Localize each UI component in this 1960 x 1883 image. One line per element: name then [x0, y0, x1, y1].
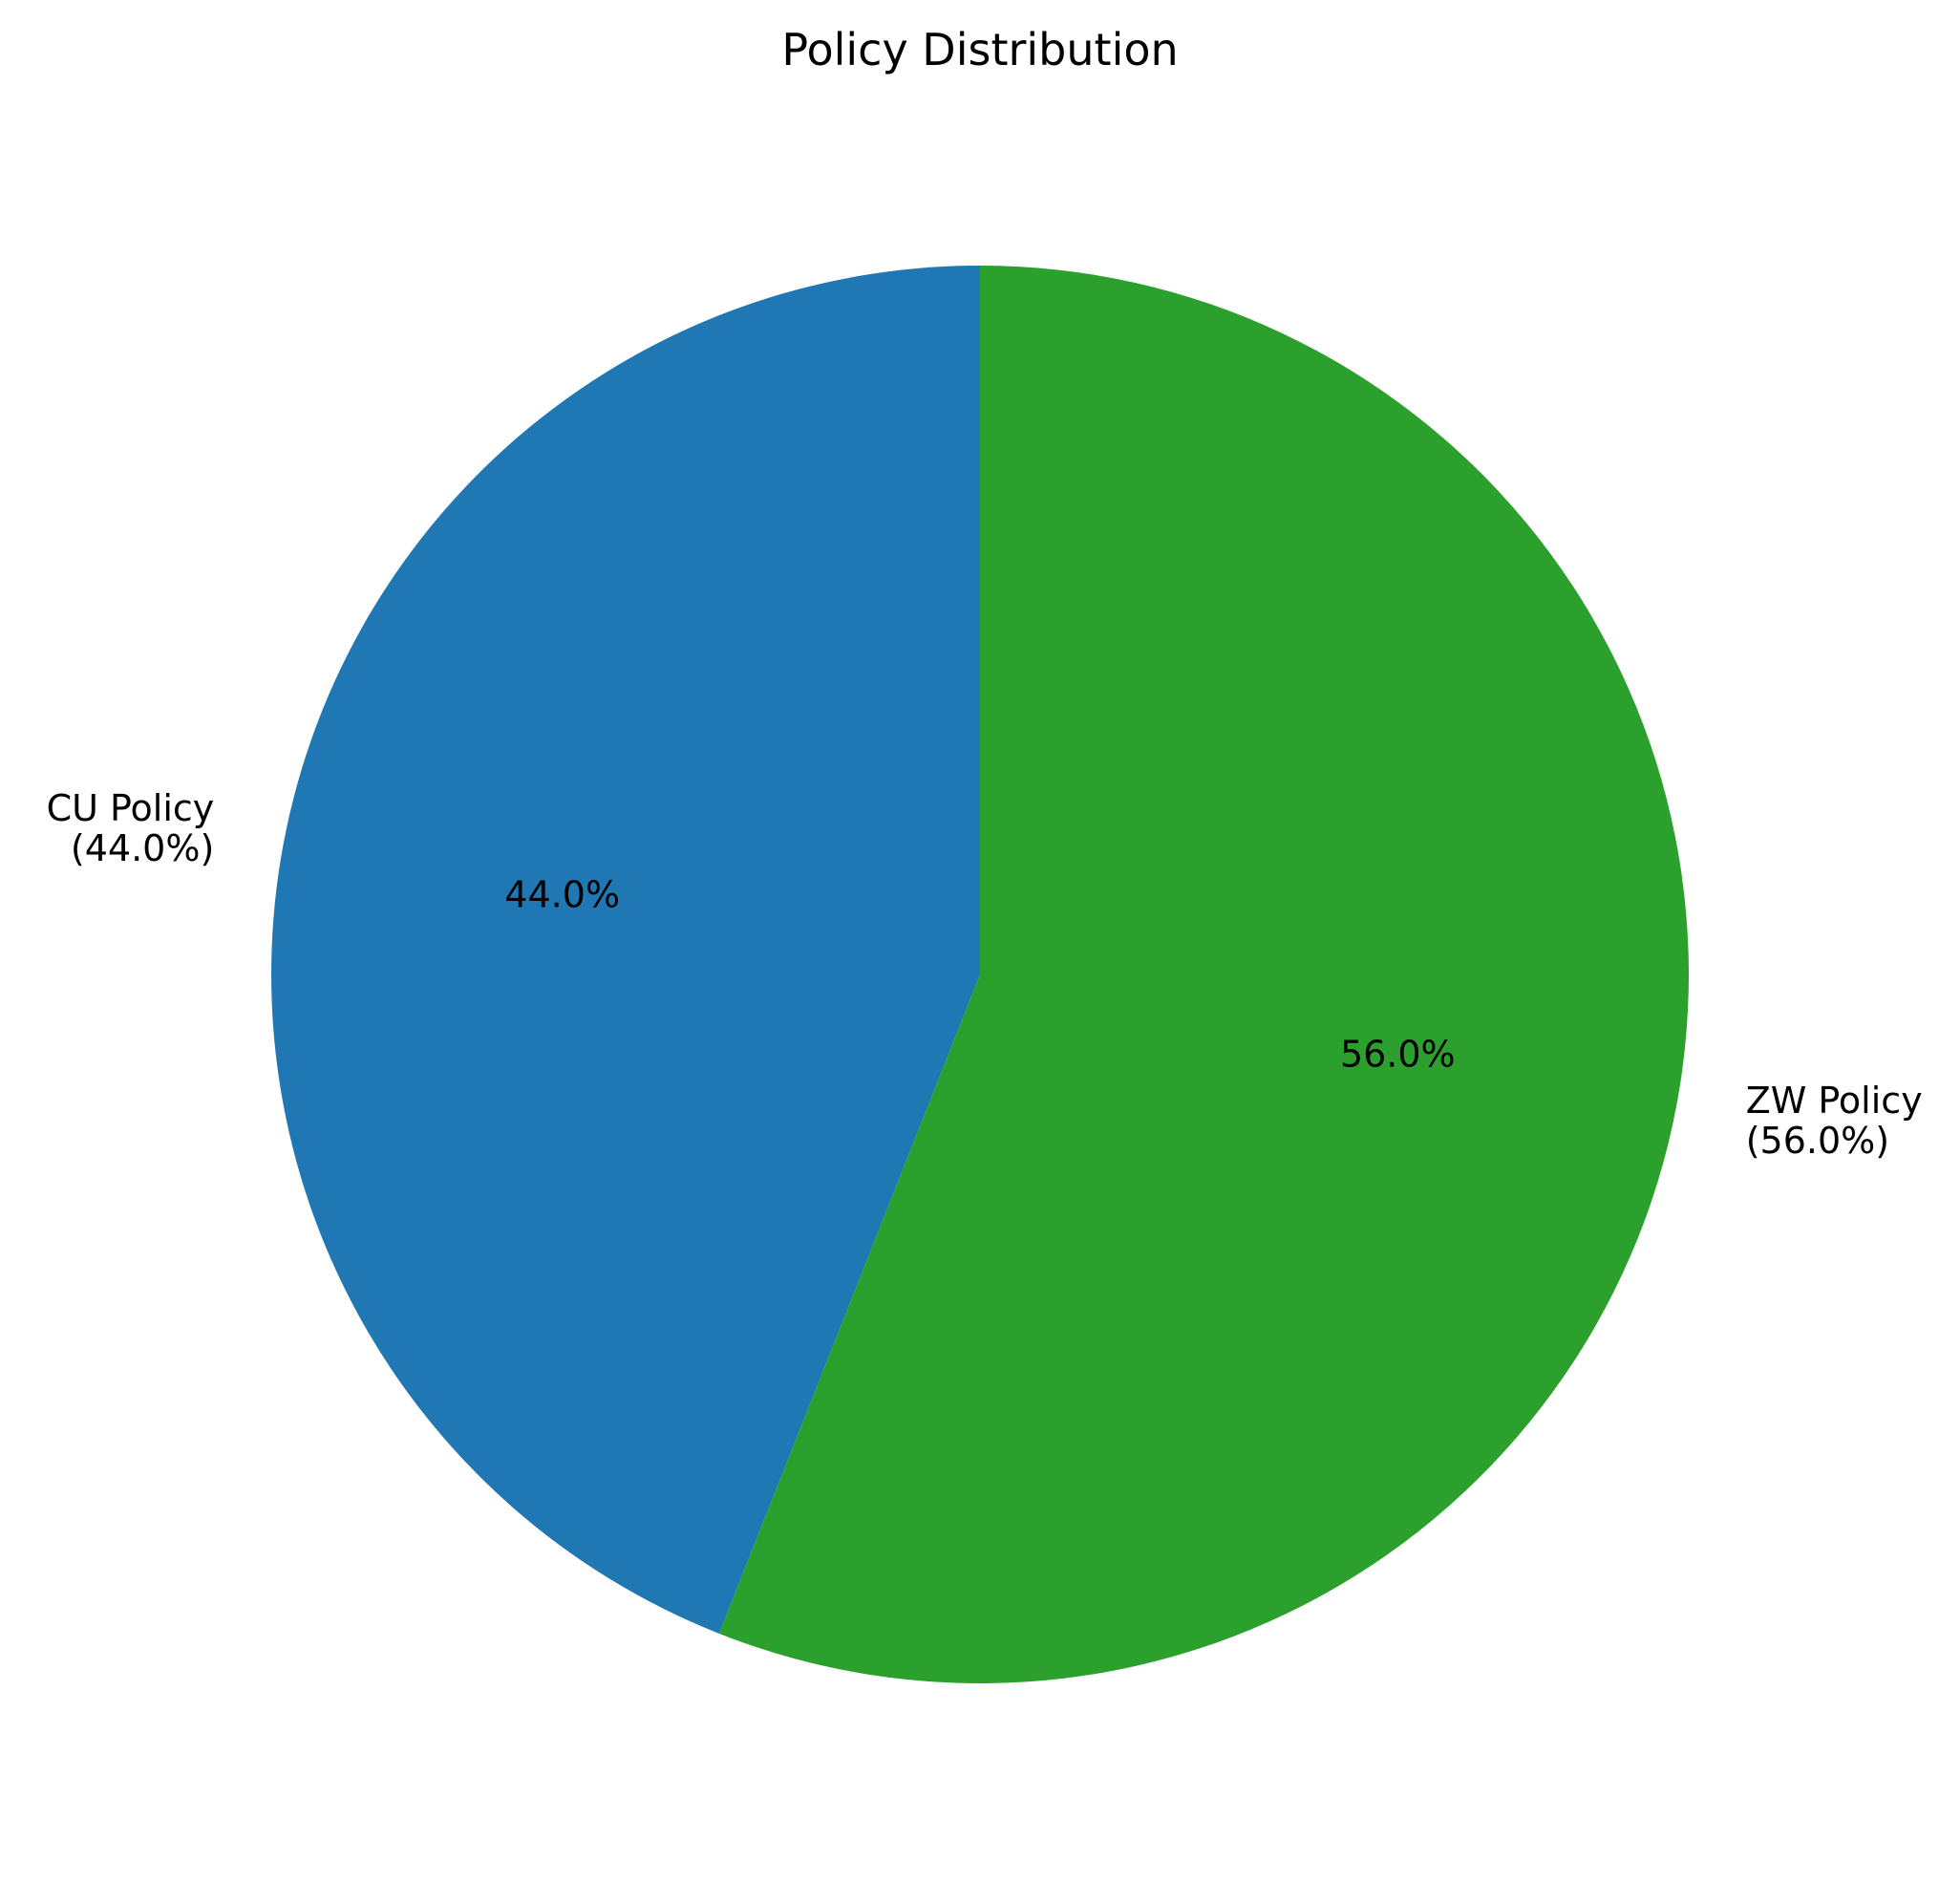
pie-percent-labels: 44.0% 56.0% — [504, 874, 1455, 1076]
pie-slices — [271, 266, 1690, 1683]
pie-outer-label-line: (56.0%) — [1746, 1120, 1889, 1162]
pie-outer-label-line: CU Policy — [47, 787, 215, 829]
chart-title: Policy Distribution — [781, 24, 1178, 75]
pie-outer-label-line: (44.0%) — [71, 827, 214, 869]
pie-outer-labels: CU Policy (44.0%) ZW Policy (56.0%) — [47, 787, 1923, 1162]
pie-slice-cu-policy — [271, 266, 980, 1634]
pie-outer-label-line: ZW Policy — [1746, 1080, 1923, 1122]
pie-outer-label: ZW Policy (56.0%) — [1746, 1080, 1923, 1162]
pie-outer-label: CU Policy (44.0%) — [47, 787, 215, 869]
pie-percent-label: 44.0% — [504, 874, 620, 916]
pie-slice-zw-policy — [718, 266, 1690, 1683]
pie-percent-label: 56.0% — [1340, 1033, 1456, 1075]
